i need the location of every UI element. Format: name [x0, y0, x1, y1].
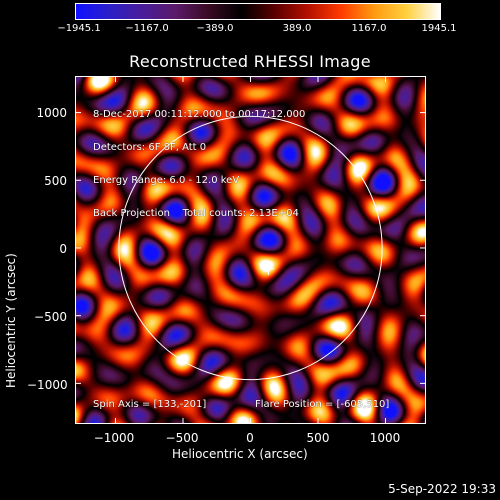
- x-axis-title: Heliocentric X (arcsec): [172, 447, 308, 461]
- x-tick-label: −1000: [93, 431, 135, 445]
- colorbar-tick-label: −1945.1: [57, 23, 101, 34]
- y-tick-label: −500: [34, 310, 67, 324]
- info-line-method: Back Projection Total counts: 2.13E+04: [93, 208, 299, 219]
- flare-marker: [262, 262, 275, 275]
- info-line-energy: Energy Range: 6.0 - 12.0 keV: [93, 175, 240, 186]
- info-text: 8-Dec-2017 00:11:12.000 to 00:17:12.000 …: [93, 87, 305, 230]
- image-title: Reconstructed RHESSI Image: [129, 52, 371, 71]
- x-tick-label: −500: [165, 431, 199, 445]
- colorbar-tick-label: 1945.1: [421, 23, 457, 34]
- spin-axis-text: Spin Axis = [133,-201]: [93, 399, 207, 410]
- info-line-detectors: Detectors: 6F 8F, Att 0: [93, 142, 207, 153]
- colorbar: [75, 3, 441, 20]
- solar-limb-circle: [118, 115, 383, 381]
- x-tick-label: 1000: [369, 431, 401, 445]
- colorbar-tick-label: 1167.0: [351, 23, 387, 34]
- timestamp: 5-Sep-2022 19:33: [388, 482, 496, 496]
- flare-position-text: Flare Position = [-605,510]: [255, 399, 390, 410]
- colorbar-tick-label: −389.0: [196, 23, 234, 34]
- y-tick-label: 1000: [36, 106, 67, 120]
- x-tick-label: 0: [246, 431, 254, 445]
- y-tick-label: 500: [44, 174, 67, 188]
- colorbar-tick-label: 389.0: [282, 23, 312, 34]
- x-tick-label: 500: [306, 431, 330, 445]
- colorbar-tick-label: −1167.0: [125, 23, 169, 34]
- y-axis-title: Heliocentric Y (arcsec): [4, 253, 18, 388]
- rhessi-image: [75, 76, 426, 424]
- backprojection-map: [75, 76, 426, 424]
- info-line-time: 8-Dec-2017 00:11:12.000 to 00:17:12.000: [93, 109, 306, 120]
- y-tick-label: 0: [59, 242, 67, 256]
- y-tick-label: −1000: [27, 378, 68, 392]
